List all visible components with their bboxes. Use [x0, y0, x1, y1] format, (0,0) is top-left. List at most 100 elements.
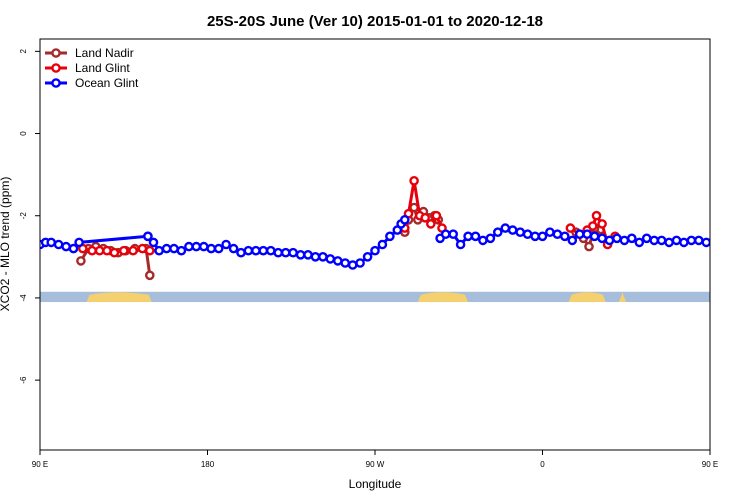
data-point [74, 237, 84, 248]
data-point [420, 212, 431, 223]
data-point [362, 251, 373, 262]
data-point [588, 221, 598, 231]
land-mass-3 [618, 292, 627, 303]
series-ocean-glint [40, 214, 747, 270]
data-point [619, 235, 630, 246]
data-point [295, 249, 306, 260]
data-point [68, 243, 79, 254]
data-point [537, 231, 548, 242]
data-point [325, 254, 336, 264]
data-point [385, 231, 395, 242]
data-point [440, 229, 451, 239]
data-point [560, 231, 570, 242]
data-point [589, 231, 600, 242]
data-point [656, 235, 667, 246]
data-point [634, 237, 645, 248]
data-point [733, 237, 740, 244]
data-point [574, 229, 585, 239]
land-mass-2 [568, 292, 606, 303]
y-tick-label: 2 [19, 49, 28, 54]
data-point [347, 260, 358, 270]
x-axis: 90 E 180 90 W 0 90 E [32, 450, 718, 469]
data-point [470, 231, 481, 242]
data-point [228, 243, 239, 254]
x-tick-label: 90 W [366, 460, 385, 469]
data-point [102, 245, 112, 256]
data-point [213, 243, 224, 254]
x-tick-label: 90 E [32, 460, 48, 469]
data-point [701, 237, 710, 248]
data-point [597, 219, 607, 229]
series-layer [40, 175, 747, 281]
data-point [144, 245, 155, 256]
data-point [530, 231, 540, 242]
data-point [46, 237, 57, 248]
legend-item: Ocean Glint [45, 76, 139, 90]
data-point [399, 214, 410, 225]
data-point [584, 241, 594, 252]
data-point [431, 210, 442, 221]
legend-marker [51, 78, 61, 88]
legend-label: Ocean Glint [75, 76, 139, 90]
data-point [243, 245, 254, 256]
data-point [507, 225, 518, 235]
data-point [236, 247, 246, 258]
data-point [176, 245, 187, 256]
data-point [265, 245, 276, 256]
data-point [206, 243, 216, 254]
data-point [582, 229, 593, 239]
data-point [355, 258, 365, 268]
data-point [221, 239, 231, 250]
x-tick-label: 180 [201, 460, 215, 469]
data-point [545, 227, 555, 237]
data-point [144, 270, 155, 281]
data-point [76, 256, 86, 266]
data-point [567, 235, 578, 246]
data-point [161, 243, 172, 254]
legend-marker [51, 48, 61, 58]
data-point [664, 237, 674, 248]
x-tick-label: 0 [540, 460, 545, 469]
data-point [53, 239, 64, 250]
y-axis-label: XCO2 - MLO trend (ppm) [0, 177, 12, 312]
data-point [128, 245, 138, 256]
data-point [500, 223, 511, 233]
data-point [370, 245, 380, 256]
data-point [109, 247, 120, 258]
data-point [478, 235, 488, 246]
data-point [377, 239, 388, 250]
data-point [522, 229, 533, 239]
data-point [280, 247, 291, 258]
data-point [169, 243, 179, 254]
y-tick-label: 0 [19, 131, 28, 136]
data-point [686, 235, 697, 246]
data-point [671, 235, 682, 246]
data-point [718, 237, 725, 244]
data-point [725, 239, 732, 246]
y-tick-label: -6 [19, 376, 28, 384]
data-point [740, 239, 747, 246]
data-point [565, 223, 576, 233]
data-point [694, 235, 704, 246]
data-point [94, 245, 105, 256]
ocean-band [40, 291, 710, 303]
data-point [591, 210, 602, 221]
data-point [251, 245, 261, 256]
data-point [310, 251, 321, 262]
legend-item: Land Glint [45, 61, 130, 75]
data-point [455, 239, 466, 250]
y-axis: 2 0 -2 -4 -6 [19, 49, 40, 384]
y-tick-label: -2 [19, 212, 28, 220]
data-point [597, 233, 607, 244]
land-mass-1 [417, 292, 469, 303]
legend-marker [51, 63, 61, 73]
y-tick-label: -4 [19, 294, 28, 302]
data-point [119, 245, 129, 256]
data-point [61, 241, 71, 252]
data-point [340, 258, 351, 268]
data-point [641, 233, 652, 244]
data-point [154, 245, 164, 256]
legend-item: Land Nadir [45, 46, 134, 60]
data-point [515, 227, 526, 237]
